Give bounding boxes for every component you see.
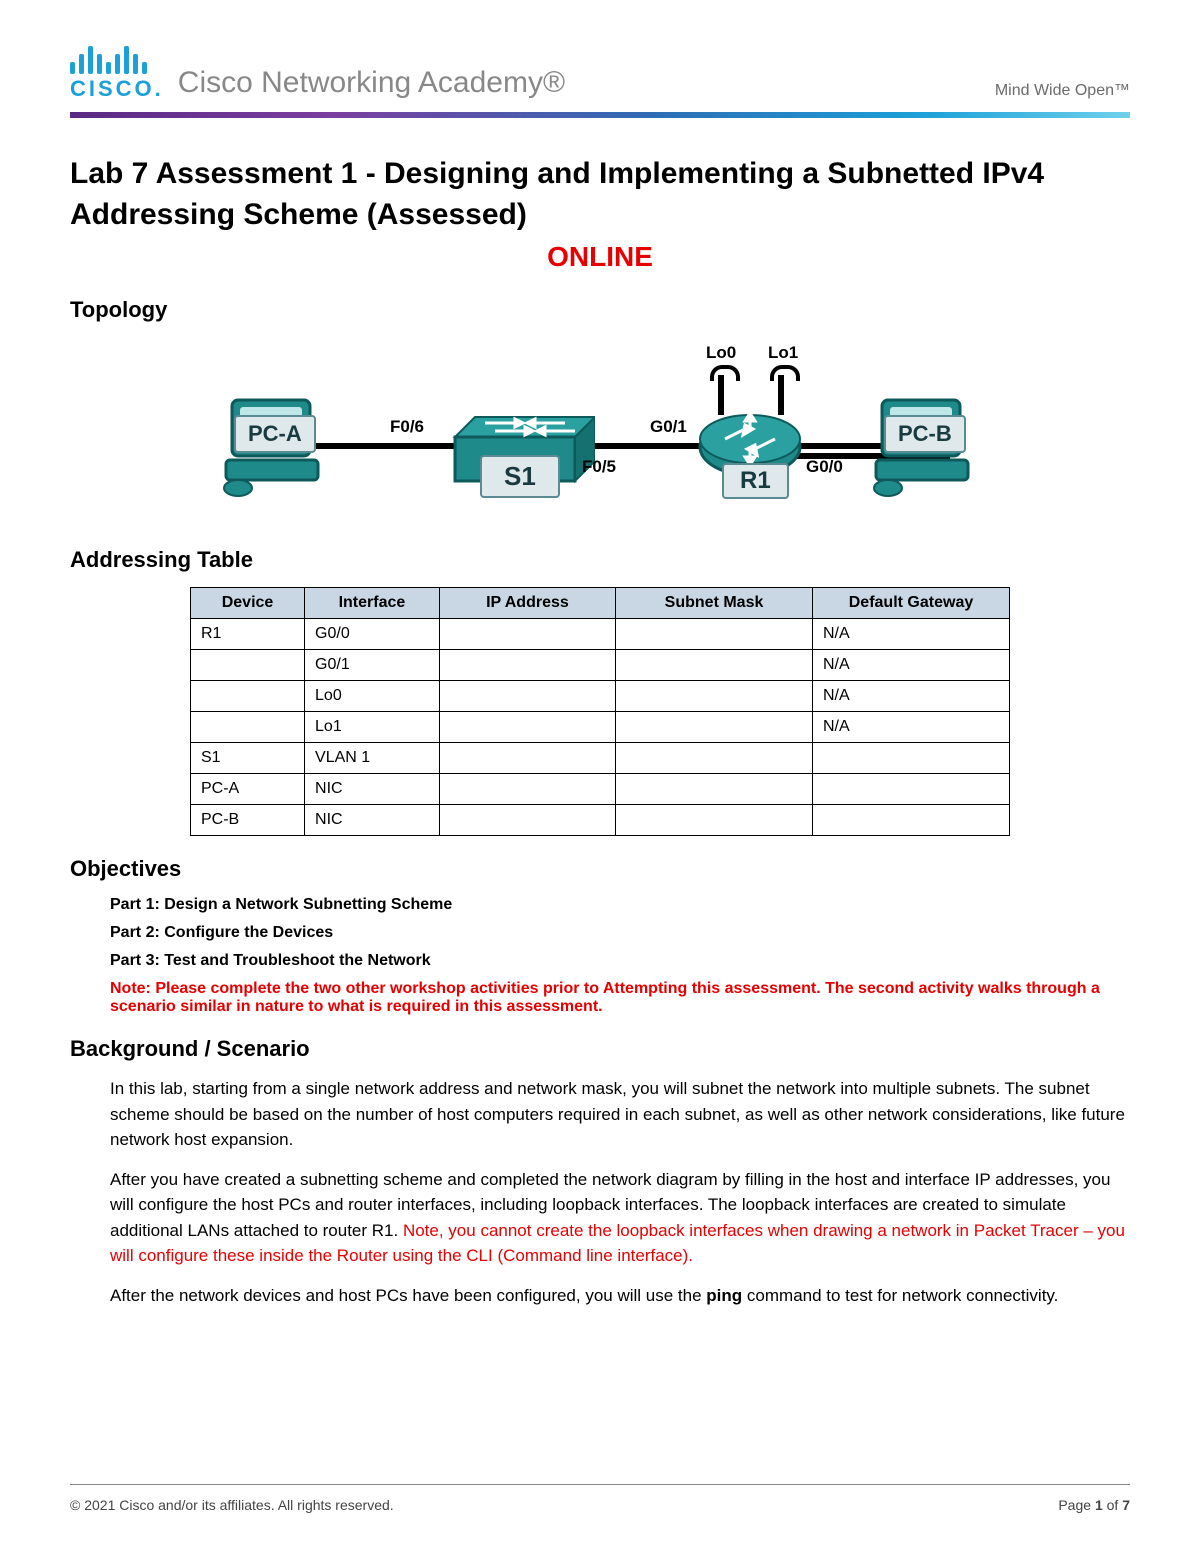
table-header-cell: Default Gateway [813, 588, 1010, 619]
bg-para2: After you have created a subnetting sche… [110, 1167, 1130, 1269]
label-lo0: Lo0 [706, 343, 736, 363]
page-header: CISCO. Cisco Networking Academy® Mind Wi… [70, 40, 1130, 106]
table-cell [439, 681, 615, 712]
page-title: Lab 7 Assessment 1 - Designing and Imple… [70, 154, 1130, 235]
table-header-cell: Device [191, 588, 305, 619]
bg-para3b: command to test for network connectivity… [742, 1286, 1058, 1305]
page-footer: © 2021 Cisco and/or its affiliates. All … [70, 1484, 1130, 1513]
table-cell [439, 743, 615, 774]
footer-page: Page 1 of 7 [1058, 1497, 1130, 1513]
academy-text: Cisco Networking Academy® [178, 66, 565, 100]
tagline: Mind Wide Open™ [995, 82, 1130, 100]
pc-b-label: PC-B [884, 415, 966, 453]
table-header-cell: IP Address [439, 588, 615, 619]
table-cell: NIC [305, 805, 440, 836]
label-g01: G0/1 [650, 417, 687, 437]
table-cell: G0/1 [305, 650, 440, 681]
table-cell: N/A [813, 681, 1010, 712]
section-objectives-heading: Objectives [70, 856, 1130, 882]
objective-part2: Part 2: Configure the Devices [110, 924, 1130, 942]
table-header-cell: Interface [305, 588, 440, 619]
label-f06: F0/6 [390, 417, 424, 437]
cisco-wordmark: CISCO. [70, 78, 164, 100]
table-cell: N/A [813, 712, 1010, 743]
pc-a-label: PC-A [234, 415, 316, 453]
table-row: PC-ANIC [191, 774, 1010, 805]
table-row: G0/1 N/A [191, 650, 1010, 681]
table-cell [616, 619, 813, 650]
table-cell: G0/0 [305, 619, 440, 650]
bg-para1: In this lab, starting from a single netw… [110, 1076, 1130, 1153]
table-row: Lo0 N/A [191, 681, 1010, 712]
table-header-cell: Subnet Mask [616, 588, 813, 619]
cisco-bars-icon [70, 40, 164, 74]
objective-part3: Part 3: Test and Troubleshoot the Networ… [110, 952, 1130, 970]
label-lo1: Lo1 [768, 343, 798, 363]
table-cell [616, 681, 813, 712]
table-cell: NIC [305, 774, 440, 805]
page: CISCO. Cisco Networking Academy® Mind Wi… [0, 0, 1200, 1553]
table-cell: S1 [191, 743, 305, 774]
router-r1-label: R1 [722, 463, 789, 499]
table-cell [616, 650, 813, 681]
brand-block: CISCO. Cisco Networking Academy® [70, 40, 565, 100]
addressing-table: DeviceInterfaceIP AddressSubnet MaskDefa… [190, 587, 1010, 836]
section-addressing-heading: Addressing Table [70, 547, 1130, 573]
table-cell [439, 650, 615, 681]
switch-s1-label: S1 [480, 455, 560, 498]
table-cell [616, 743, 813, 774]
table-cell [616, 805, 813, 836]
table-row: S1VLAN 1 [191, 743, 1010, 774]
ping-bold: ping [706, 1286, 742, 1305]
section-background-heading: Background / Scenario [70, 1036, 1130, 1062]
table-cell: PC-A [191, 774, 305, 805]
table-cell [439, 712, 615, 743]
label-f05: F0/5 [582, 457, 616, 477]
table-cell: VLAN 1 [305, 743, 440, 774]
table-row: R1G0/0 N/A [191, 619, 1010, 650]
topology-diagram: Lo0 Lo1 PC-A F0/6 S1 F0/5 G0/1 [220, 337, 980, 527]
table-cell: Lo1 [305, 712, 440, 743]
table-cell [616, 774, 813, 805]
table-cell: Lo0 [305, 681, 440, 712]
table-cell [191, 650, 305, 681]
table-cell: N/A [813, 650, 1010, 681]
table-cell: N/A [813, 619, 1010, 650]
footer-copyright: © 2021 Cisco and/or its affiliates. All … [70, 1497, 394, 1513]
table-cell [191, 712, 305, 743]
table-cell [813, 774, 1010, 805]
objective-part1: Part 1: Design a Network Subnetting Sche… [110, 896, 1130, 914]
table-cell [813, 805, 1010, 836]
header-gradient-bar [70, 112, 1130, 118]
wire-main [316, 443, 896, 449]
table-cell [813, 743, 1010, 774]
table-cell: R1 [191, 619, 305, 650]
online-label: ONLINE [70, 241, 1130, 273]
section-topology-heading: Topology [70, 297, 1130, 323]
table-cell [439, 805, 615, 836]
objectives-list: Part 1: Design a Network Subnetting Sche… [110, 896, 1130, 1016]
objectives-note: Note: Please complete the two other work… [110, 980, 1130, 1016]
label-g00: G0/0 [806, 457, 843, 477]
table-cell [191, 681, 305, 712]
table-header-row: DeviceInterfaceIP AddressSubnet MaskDefa… [191, 588, 1010, 619]
table-row: Lo1 N/A [191, 712, 1010, 743]
table-row: PC-BNIC [191, 805, 1010, 836]
table-cell [439, 619, 615, 650]
cisco-logo: CISCO. [70, 40, 164, 100]
background-text: In this lab, starting from a single netw… [110, 1076, 1130, 1308]
bg-para3: After the network devices and host PCs h… [110, 1283, 1130, 1309]
table-cell: PC-B [191, 805, 305, 836]
table-cell [616, 712, 813, 743]
bg-para3a: After the network devices and host PCs h… [110, 1286, 706, 1305]
table-cell [439, 774, 615, 805]
